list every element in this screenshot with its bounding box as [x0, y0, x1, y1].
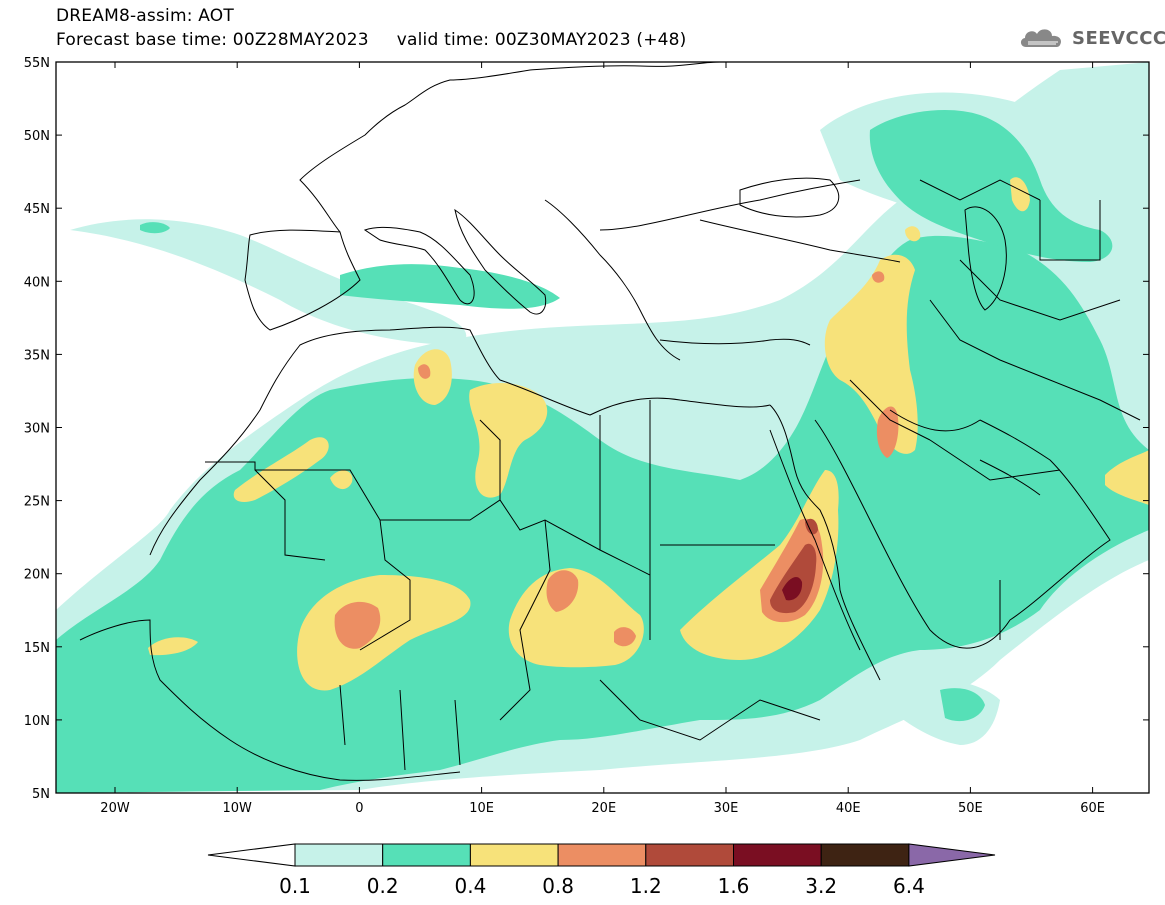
- forecast-time-subtitle: Forecast base time: 00Z28MAY2023 valid t…: [56, 30, 687, 50]
- colorbar-tick-label: 0.4: [454, 874, 486, 898]
- lon-label: 10W: [222, 801, 252, 816]
- colorbar-over-triangle: [908, 843, 996, 867]
- lat-label: 35N: [24, 348, 50, 363]
- lon-label: 60E: [1080, 801, 1105, 816]
- lon-label: 20W: [100, 801, 130, 816]
- colorbar-box: [557, 843, 647, 867]
- lon-label: 0: [355, 801, 363, 816]
- colorbar-tick-label: 3.2: [805, 874, 837, 898]
- lat-label: 5N: [32, 787, 50, 802]
- lat-label: 15N: [24, 641, 50, 656]
- colorbar-box: [645, 843, 734, 867]
- lat-label: 50N: [24, 129, 50, 144]
- colorbar-box: [733, 843, 822, 867]
- colorbar-tick-label: 0.2: [367, 874, 399, 898]
- cloud-icon: [1020, 29, 1062, 47]
- lat-label: 10N: [24, 714, 50, 729]
- colorbar-tick-label: 1.2: [630, 874, 662, 898]
- colorbar-tick-label: 0.8: [542, 874, 574, 898]
- lat-label: 20N: [24, 568, 50, 583]
- colorbar-tick-label: 0.1: [279, 874, 311, 898]
- lat-label: 40N: [24, 275, 50, 290]
- longitude-axis: 20W 10W 0 10E 20E 30E 40E 50E 60E: [100, 62, 1105, 816]
- colorbar-box: [820, 843, 910, 867]
- lon-label: 10E: [469, 801, 494, 816]
- lon-label: 20E: [591, 801, 616, 816]
- map-title: DREAM8-assim: AOT: [56, 6, 234, 26]
- lon-label: 40E: [836, 801, 861, 816]
- colorbar-tick-label: 6.4: [893, 874, 925, 898]
- lon-label: 50E: [958, 801, 983, 816]
- seevccc-logo: SEEVCCC: [1018, 22, 1165, 54]
- colorbar-box: [294, 843, 384, 867]
- colorbar-tick-label: 1.6: [718, 874, 750, 898]
- lat-label: 30N: [24, 422, 50, 437]
- lat-label: 55N: [24, 56, 50, 71]
- lat-label: 25N: [24, 495, 50, 510]
- lon-label: 30E: [714, 801, 739, 816]
- logo-text: SEEVCCC: [1072, 27, 1165, 49]
- colorbar-box: [469, 843, 559, 867]
- aot-contour-fill: [56, 62, 1149, 793]
- coastlines: [79, 62, 1141, 781]
- latitude-axis: 55N 50N 45N 40N 35N 30N 25N 20N 15N 10N 5N: [24, 56, 1149, 802]
- colorbar-under-triangle: [207, 843, 296, 867]
- colorbar-box: [382, 843, 471, 867]
- lat-label: 45N: [24, 202, 50, 217]
